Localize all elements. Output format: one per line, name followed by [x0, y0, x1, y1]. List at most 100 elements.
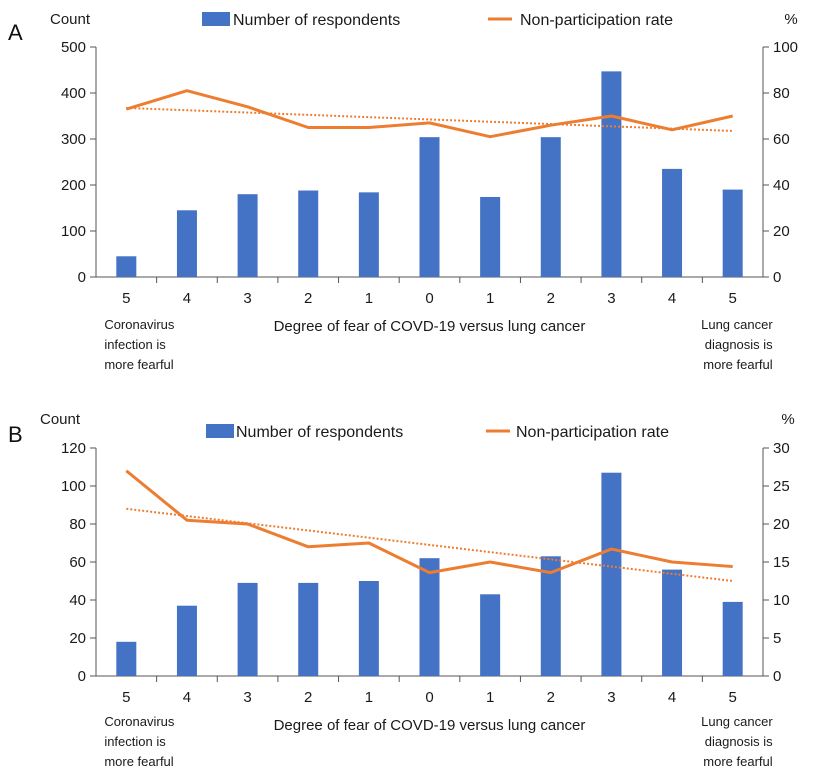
left-axis-title: Count: [50, 11, 91, 28]
category-label: 4: [183, 689, 191, 706]
category-label: 5: [122, 290, 130, 307]
legend-bar-swatch: [206, 424, 234, 438]
category-label: 1: [486, 689, 494, 706]
trendline: [126, 106, 733, 132]
category-label: 4: [183, 290, 191, 307]
x-axis-label: Degree of fear of COVD-19 versus lung ca…: [274, 318, 586, 335]
panel-label: A: [8, 20, 23, 45]
category-label: 1: [365, 689, 373, 706]
left-tick-label: 100: [61, 478, 86, 495]
bar: [358, 192, 379, 277]
right-tick-label: 5: [773, 630, 781, 647]
bar: [601, 472, 622, 676]
category-label: 4: [668, 290, 676, 307]
right-tick-label: 20: [773, 223, 790, 240]
category-label: 5: [729, 689, 737, 706]
category-label: 5: [122, 689, 130, 706]
right-tick-label: 60: [773, 131, 790, 148]
bar: [176, 605, 197, 676]
right-tick-label: 10: [773, 592, 790, 609]
legend-bar-label: Number of respondents: [236, 424, 403, 441]
rate-line: [125, 469, 733, 575]
bar: [662, 168, 683, 277]
left-tick-label: 0: [78, 668, 86, 685]
right-tick-label: 30: [773, 440, 790, 457]
category-label: 1: [486, 290, 494, 307]
category-label: 3: [607, 689, 615, 706]
left-tick-label: 500: [61, 39, 86, 56]
category-label: 2: [304, 689, 312, 706]
legend-bar-label: Number of respondents: [233, 12, 400, 29]
right-tick-label: 15: [773, 554, 790, 571]
right-tick-label: 0: [773, 269, 781, 286]
right-tick-label: 25: [773, 478, 790, 495]
bar: [722, 601, 743, 676]
bar: [116, 641, 137, 676]
category-label: 4: [668, 689, 676, 706]
legend-line-label: Non-participation rate: [516, 424, 669, 441]
right-tick-label: 0: [773, 668, 781, 685]
panel-label: B: [8, 422, 23, 447]
bar: [116, 256, 137, 277]
right-tick-label: 100: [773, 39, 798, 56]
trendline: [126, 507, 733, 582]
bar: [662, 569, 683, 676]
right-note-line: diagnosis is: [705, 734, 773, 749]
bar: [480, 594, 501, 676]
left-note-line: more fearful: [104, 357, 173, 372]
category-label: 5: [729, 290, 737, 307]
right-tick-label: 20: [773, 516, 790, 533]
left-tick-label: 120: [61, 440, 86, 457]
bar: [358, 581, 379, 676]
category-label: 3: [243, 689, 251, 706]
left-note-line: Coronavirus: [104, 317, 175, 332]
left-tick-label: 400: [61, 85, 86, 102]
bar: [237, 194, 258, 277]
category-label: 2: [547, 689, 555, 706]
right-note-line: more fearful: [703, 754, 772, 769]
bar: [298, 190, 319, 277]
right-tick-label: 80: [773, 85, 790, 102]
category-label: 0: [425, 689, 433, 706]
bar: [480, 196, 501, 277]
left-note-line: infection is: [104, 337, 166, 352]
bar: [237, 582, 258, 676]
category-label: 2: [304, 290, 312, 307]
bar: [176, 210, 197, 277]
bar: [540, 137, 561, 277]
category-label: 0: [425, 290, 433, 307]
right-axis-title: %: [781, 411, 794, 428]
bar: [419, 137, 440, 277]
right-axis-title: %: [784, 11, 797, 28]
category-label: 2: [547, 290, 555, 307]
left-note-line: more fearful: [104, 754, 173, 769]
bar: [419, 558, 440, 676]
right-note-line: diagnosis is: [705, 337, 773, 352]
left-tick-label: 200: [61, 177, 86, 194]
left-axis-title: Count: [40, 411, 81, 428]
category-label: 1: [365, 290, 373, 307]
category-label: 3: [607, 290, 615, 307]
left-tick-label: 100: [61, 223, 86, 240]
left-tick-label: 80: [69, 516, 86, 533]
rate-line: [125, 89, 734, 139]
category-label: 3: [243, 290, 251, 307]
left-tick-label: 20: [69, 630, 86, 647]
right-note-line: more fearful: [703, 357, 772, 372]
right-note-line: Lung cancer: [701, 317, 773, 332]
legend-line-label: Non-participation rate: [520, 12, 673, 29]
left-tick-label: 60: [69, 554, 86, 571]
left-tick-label: 40: [69, 592, 86, 609]
left-note-line: infection is: [104, 734, 166, 749]
right-note-line: Lung cancer: [701, 714, 773, 729]
bar: [722, 189, 743, 277]
bar: [298, 582, 319, 676]
left-note-line: Coronavirus: [104, 714, 175, 729]
x-axis-label: Degree of fear of COVD-19 versus lung ca…: [274, 717, 586, 734]
bar: [601, 71, 622, 277]
left-tick-label: 0: [78, 269, 86, 286]
legend-bar-swatch: [202, 12, 230, 26]
